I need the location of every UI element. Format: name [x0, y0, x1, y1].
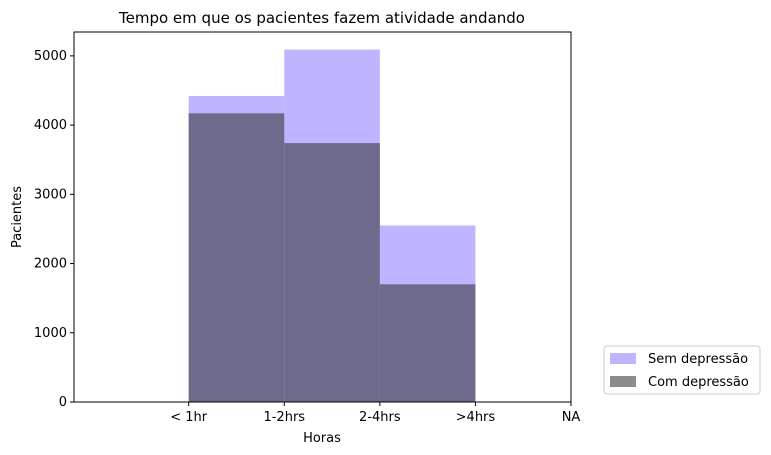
- legend-label-com-depressao: Com depressão: [648, 375, 749, 390]
- y-tick-label-3000: 3000: [34, 187, 67, 202]
- x-tick-label-2: 2-4hrs: [359, 410, 401, 425]
- x-tick-label-0: < 1hr: [170, 410, 208, 425]
- bars-group: [188, 49, 476, 403]
- x-tick-label-1: 1-2hrs: [263, 410, 305, 425]
- legend-swatch-sem-depressao: [610, 353, 636, 364]
- legend-label-sem-depressao: Sem depressão: [648, 352, 748, 367]
- bar-com-depressao-0: [188, 113, 285, 402]
- plot-frame: [73, 31, 572, 403]
- y-tick-label-4000: 4000: [34, 118, 67, 133]
- y-tick-label-5000: 5000: [34, 49, 67, 64]
- x-tick-label-4: NA: [562, 410, 581, 425]
- y-tick-label-0: 0: [59, 395, 67, 410]
- x-tick-label-3: >4hrs: [456, 410, 496, 425]
- legend: Sem depressão Com depressão: [603, 345, 761, 395]
- chart-title: Tempo em que os pacientes fazem atividad…: [118, 9, 525, 27]
- bar-com-depressao-2: [379, 284, 476, 402]
- x-axis: < 1hr 1-2hrs 2-4hrs >4hrs NA: [170, 402, 580, 425]
- y-axis-label: Pacientes: [10, 186, 25, 248]
- bar-com-depressao-1: [284, 143, 380, 403]
- legend-frame: [603, 345, 761, 395]
- y-tick-label-1000: 1000: [34, 326, 67, 341]
- legend-swatch-com-depressao: [610, 376, 636, 387]
- x-axis-label: Horas: [303, 431, 341, 446]
- y-axis: 0 1000 2000 3000 4000 5000: [34, 49, 74, 410]
- y-tick-label-2000: 2000: [34, 257, 67, 272]
